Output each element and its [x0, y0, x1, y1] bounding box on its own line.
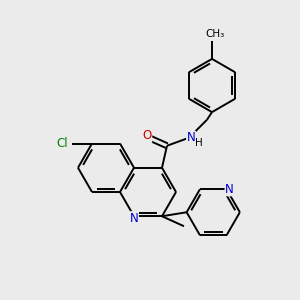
Text: Cl: Cl	[56, 137, 68, 150]
Text: CH₃: CH₃	[206, 29, 225, 39]
Text: N: N	[225, 183, 234, 196]
Text: N: N	[130, 212, 138, 225]
Text: H: H	[195, 138, 203, 148]
Text: O: O	[142, 129, 152, 142]
Text: N: N	[187, 131, 195, 144]
